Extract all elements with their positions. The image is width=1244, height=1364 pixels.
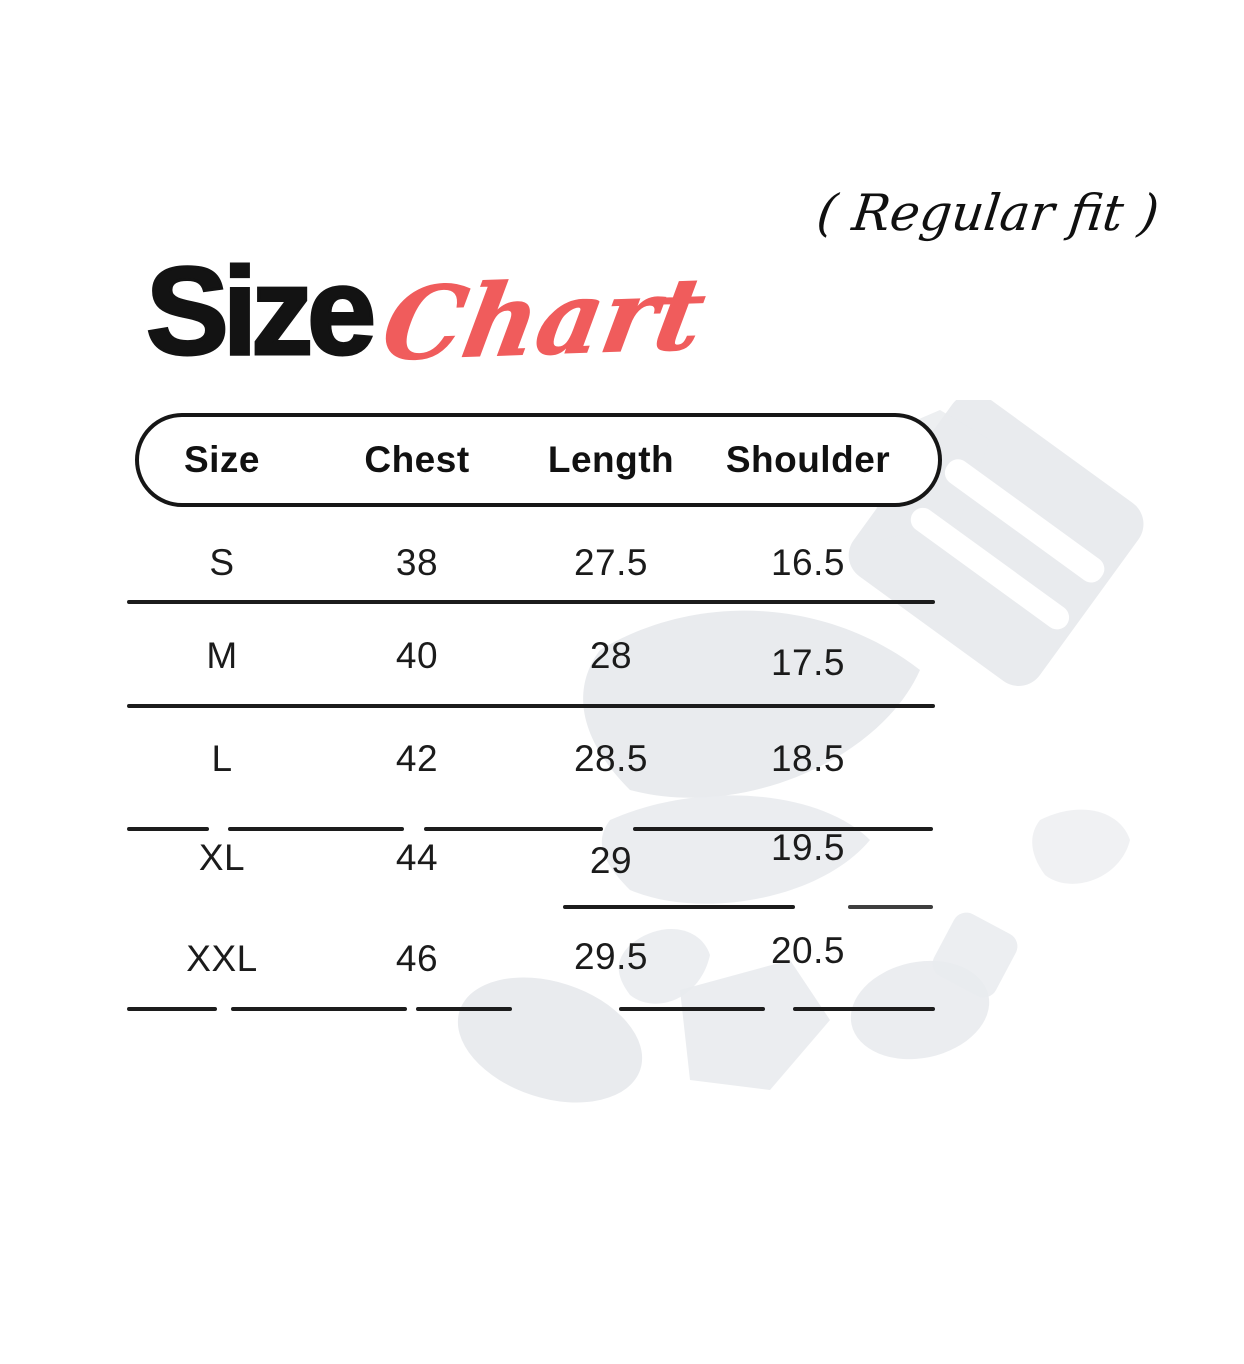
row-divider-broken [127,1007,935,1011]
row-divider-broken [127,827,935,831]
size-cell: S [209,542,235,583]
length-cell: 28 [589,635,633,676]
header-shoulder: Shoulder [725,439,891,480]
row-divider [127,704,935,708]
shoulder-cell: 20.5 [770,930,845,971]
chest-cell: 46 [395,938,439,979]
header-chest: Chest [364,439,470,480]
chest-cell: 40 [395,635,439,676]
title-word-size: Size [144,243,377,381]
chest-cell: 38 [395,542,439,583]
table-header-row: Size Chest Length Shoulder [0,437,1244,483]
table-row: XL 44 29 19.5 [0,827,1244,881]
row-divider-partial [127,905,935,909]
length-cell: 29 [589,840,633,881]
length-cell: 28.5 [573,738,648,779]
shoulder-cell: 19.5 [770,827,845,868]
chest-cell: 42 [395,738,439,779]
size-cell: M [206,635,238,676]
header-length: Length [547,439,675,480]
length-cell: 27.5 [573,542,648,583]
row-divider [127,600,935,604]
size-cell: XL [198,837,246,878]
table-header-pill [135,413,942,507]
length-cell: 29.5 [573,936,648,977]
size-cell: XXL [186,938,258,979]
chest-cell: 44 [395,837,439,878]
title-word-chart: Chart [374,254,714,384]
table-row: XXL 46 29.5 20.5 [0,930,1244,982]
table-row: M 40 28 17.5 [0,633,1244,683]
fit-note: ( Regular fit ) [813,184,1163,242]
table-row: L 42 28.5 18.5 [0,736,1244,782]
shoulder-cell: 16.5 [770,542,845,583]
sneaker-watermark-icon [457,400,1144,1103]
page-title: Size Chart [144,243,714,384]
shoulder-cell: 17.5 [770,642,845,683]
shoulder-cell: 18.5 [770,738,845,779]
header-size: Size [183,439,261,480]
size-cell: L [211,738,233,779]
table-row: S 38 27.5 16.5 [0,540,1244,586]
